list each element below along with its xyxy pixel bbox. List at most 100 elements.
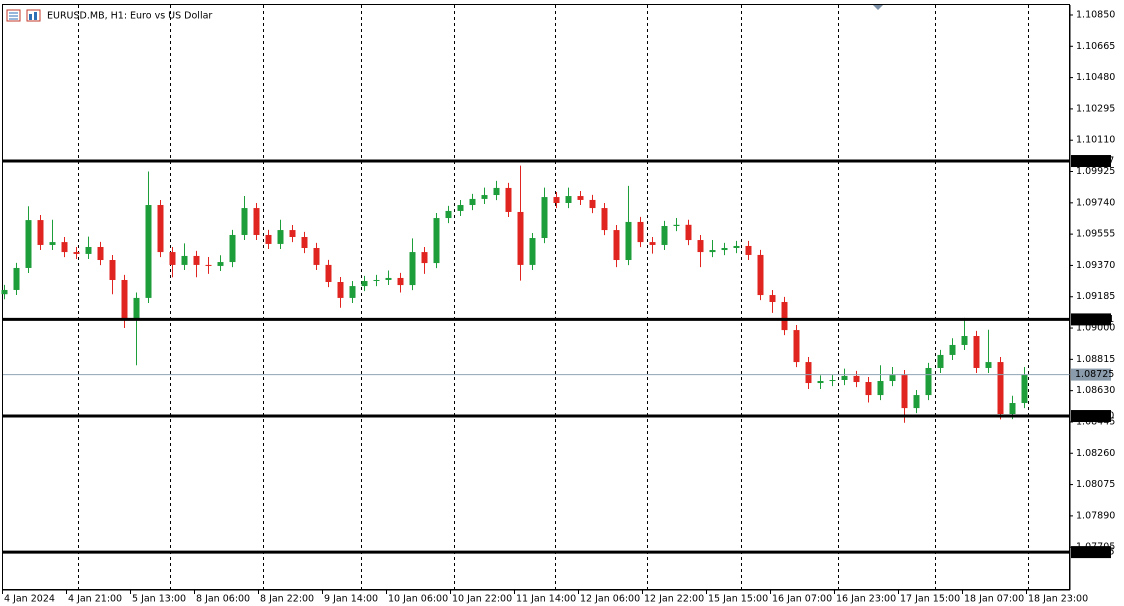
candle-body <box>769 295 776 302</box>
candle-body <box>457 205 464 211</box>
candle-body <box>841 375 848 380</box>
x-tick-label: 18 Jan 23:00 <box>1028 594 1088 605</box>
candle-body <box>805 362 812 384</box>
candle-body <box>601 208 608 231</box>
level-tag <box>1071 546 1111 559</box>
grid <box>78 5 1029 590</box>
y-tick-label: 1.07705 <box>1076 542 1115 553</box>
x-tick-label: 9 Jan 14:00 <box>324 594 378 605</box>
candle-body <box>337 282 344 298</box>
candle-body <box>205 264 212 266</box>
candle-body <box>241 208 248 235</box>
candle-body <box>877 381 884 396</box>
level-label: 1.09051 <box>1075 314 1114 325</box>
candle-body <box>433 218 440 264</box>
x-tick-label: 15 Jan 15:00 <box>708 594 768 605</box>
candle-body <box>361 281 368 287</box>
level-label: 1.07676 <box>1075 547 1114 558</box>
candle-body <box>481 195 488 199</box>
candle-body <box>829 379 836 382</box>
candle-body <box>721 248 728 251</box>
candle-body <box>937 354 944 368</box>
candle-body <box>913 395 920 409</box>
candle-body <box>469 198 476 206</box>
candle-body <box>781 301 788 331</box>
candle-body <box>109 260 116 280</box>
candle-body <box>133 297 140 319</box>
candle-body <box>649 242 656 245</box>
candle-body <box>973 335 980 368</box>
candle-body <box>745 245 752 255</box>
candle-body <box>529 238 536 265</box>
x-tick-label: 8 Jan 22:00 <box>260 594 314 605</box>
candle-body <box>709 250 716 253</box>
candle-body <box>1 289 8 295</box>
candle-body <box>577 196 584 200</box>
level-label: 1.09987 <box>1075 156 1114 167</box>
shift-marker[interactable] <box>873 5 883 10</box>
candle-body <box>589 199 596 209</box>
y-tick-label: 1.08260 <box>1076 448 1115 459</box>
y-tick-label: 1.10110 <box>1076 135 1115 146</box>
x-tick-label: 12 Jan 22:00 <box>644 594 704 605</box>
icon[interactable] <box>26 9 41 22</box>
candle-body <box>1021 374 1028 404</box>
candle-body <box>445 210 452 219</box>
candle-body <box>421 252 428 264</box>
candle-body <box>397 277 404 286</box>
candle-body <box>325 264 332 283</box>
chart-title: EURUSD.MB, H1: Euro vs US Dollar <box>47 11 212 22</box>
candle-body <box>253 208 260 235</box>
candle-body <box>889 375 896 382</box>
candle-body <box>169 252 176 265</box>
candle-body <box>733 245 740 249</box>
candle-body <box>85 246 92 254</box>
y-tick-label: 1.08445 <box>1076 416 1115 427</box>
candle-body <box>217 262 224 266</box>
y-tick-label: 1.09925 <box>1076 166 1115 177</box>
x-tick-label: 17 Jan 15:00 <box>900 594 960 605</box>
x-tick-label: 8 Jan 06:00 <box>196 594 250 605</box>
candle-body <box>817 381 824 384</box>
candle-body <box>409 252 416 286</box>
candle-body <box>625 221 632 261</box>
y-tick-label: 1.10480 <box>1076 72 1115 83</box>
candle-body <box>373 279 380 282</box>
level-tag <box>1071 155 1111 168</box>
candle-body <box>661 226 668 245</box>
icon-bar <box>34 12 37 20</box>
overlay: 1.08725 1.09987 1.09051 1.08480 1.07676 <box>2 155 1114 559</box>
level-tag <box>1071 313 1111 326</box>
x-tick-label: 18 Jan 07:00 <box>964 594 1024 605</box>
x-tick-label: 10 Jan 22:00 <box>452 594 512 605</box>
candle-body <box>505 187 512 212</box>
candle-body <box>793 330 800 363</box>
candle-body <box>757 254 764 296</box>
candle-body <box>265 234 272 244</box>
candle-body <box>385 277 392 280</box>
y-tick-label: 1.09185 <box>1076 291 1115 302</box>
candle-body <box>961 335 968 345</box>
candle-body <box>493 187 500 196</box>
candle-body <box>925 367 932 396</box>
candle-body <box>349 286 356 298</box>
current-price-tag <box>1071 368 1111 381</box>
y-tick-label: 1.09370 <box>1076 260 1115 271</box>
x-tick-label: 16 Jan 23:00 <box>836 594 896 605</box>
candle-body <box>97 246 104 261</box>
candle-body <box>181 255 188 265</box>
candle-body <box>157 205 164 253</box>
candle-body <box>673 224 680 227</box>
x-tick-label: 5 Jan 13:00 <box>132 594 186 605</box>
y-tick-label: 1.07890 <box>1076 510 1115 521</box>
y-tick-label: 1.10295 <box>1076 103 1115 114</box>
candle-body <box>49 242 56 245</box>
candle-body <box>613 230 620 261</box>
y-tick-label: 1.09000 <box>1076 323 1115 334</box>
candle-body <box>985 362 992 368</box>
candle-body <box>229 234 236 263</box>
candle-body <box>853 375 860 383</box>
candle-body <box>289 230 296 238</box>
